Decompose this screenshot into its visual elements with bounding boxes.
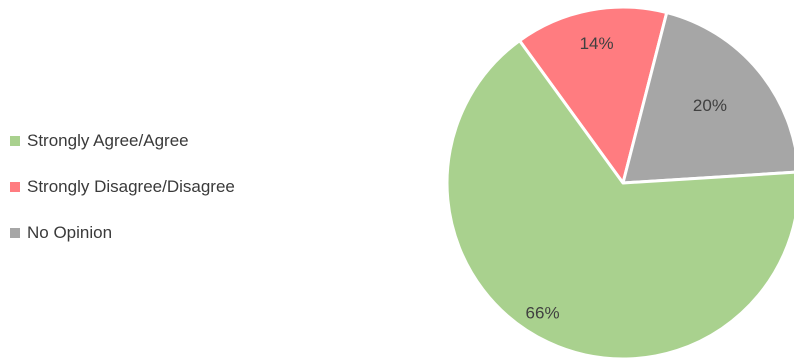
legend-item-disagree: Strongly Disagree/Disagree xyxy=(10,174,235,200)
slice-agree xyxy=(445,39,794,361)
data-label-no-opinion: 20% xyxy=(693,96,727,115)
legend-item-agree: Strongly Agree/Agree xyxy=(10,128,235,154)
data-label-disagree: 14% xyxy=(580,34,614,53)
legend-swatch-agree xyxy=(10,136,20,146)
legend-label-no-opinion: No Opinion xyxy=(27,223,113,242)
legend-label-disagree: Strongly Disagree/Disagree xyxy=(27,177,235,196)
legend: Strongly Agree/Agree Strongly Disagree/D… xyxy=(10,128,235,246)
data-label-agree: 66% xyxy=(526,303,560,322)
legend-swatch-disagree xyxy=(10,182,20,192)
legend-swatch-no-opinion xyxy=(10,228,20,238)
slice-disagree xyxy=(518,5,669,185)
slice-no-opinion xyxy=(621,11,794,185)
legend-label-agree: Strongly Agree/Agree xyxy=(27,131,189,150)
legend-item-no-opinion: No Opinion xyxy=(10,220,235,246)
